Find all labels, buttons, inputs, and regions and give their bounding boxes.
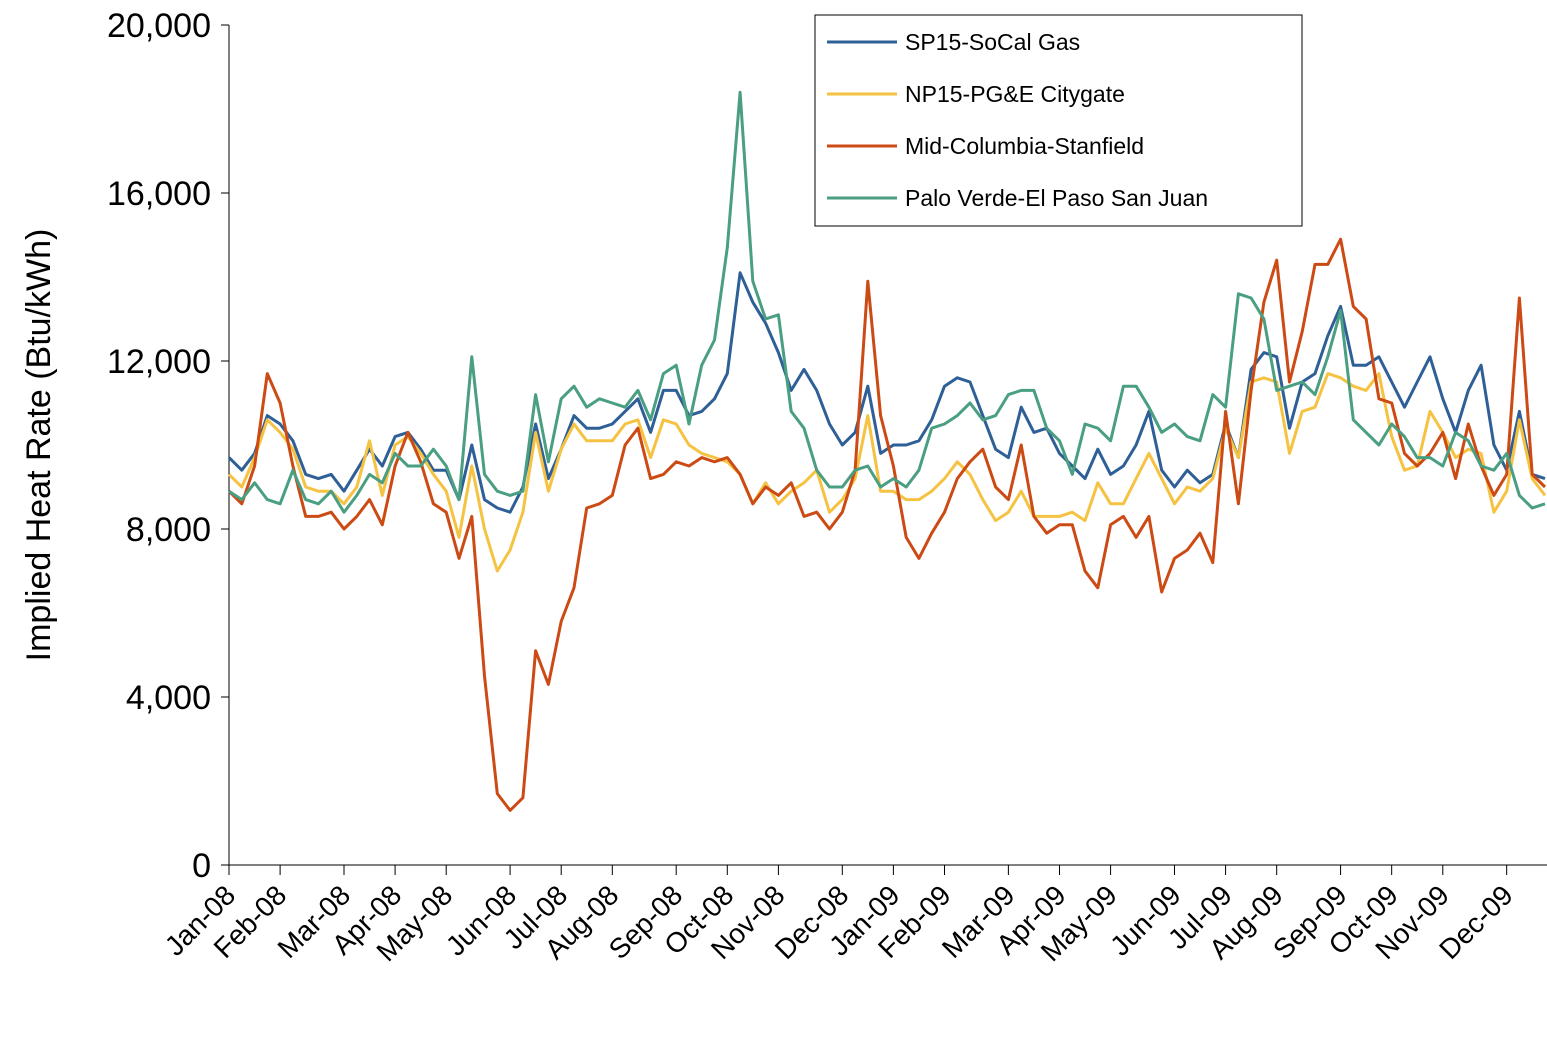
y-tick-label: 8,000	[126, 511, 211, 549]
y-tick-label: 20,000	[107, 7, 211, 45]
y-tick-label: 4,000	[126, 679, 211, 717]
series-line	[228, 90, 1546, 514]
y-tick-label: 0	[192, 847, 211, 885]
series-line	[227, 237, 1547, 812]
legend-label: SP15-SoCal Gas	[905, 29, 1080, 55]
legend-label: NP15-PG&E Citygate	[905, 81, 1125, 107]
legend-label: Mid-Columbia-Stanfield	[905, 133, 1144, 159]
y-tick-label: 12,000	[107, 343, 211, 381]
y-axis-label: Implied Heat Rate (Btu/kWh)	[20, 229, 58, 662]
series-line	[227, 372, 1547, 573]
y-tick-label: 16,000	[107, 175, 211, 213]
x-tick-label: Dec-09	[1433, 879, 1519, 965]
legend-box	[814, 14, 1303, 227]
legend-label: Palo Verde-El Paso San Juan	[905, 185, 1208, 211]
